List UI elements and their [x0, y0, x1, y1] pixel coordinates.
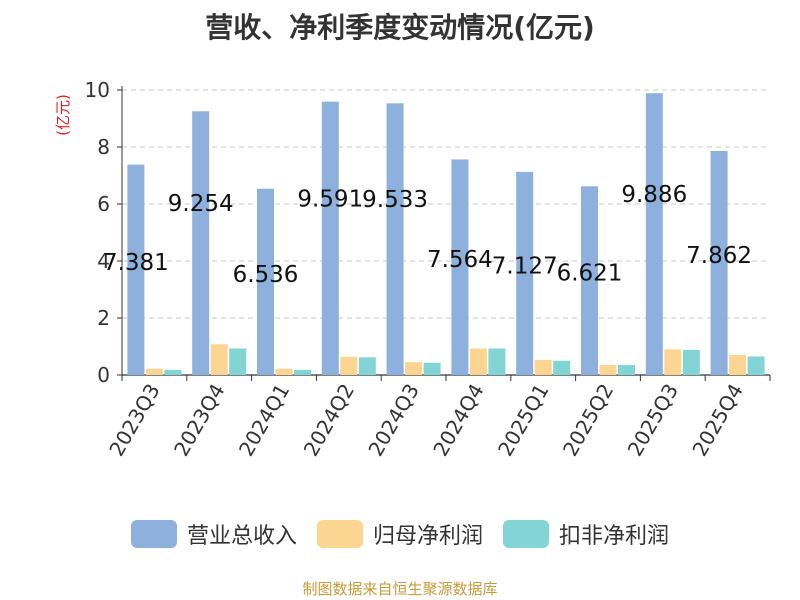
bar [358, 357, 376, 375]
bar [488, 348, 506, 375]
y-tick-label: 8 [97, 135, 110, 159]
bar [210, 344, 228, 375]
legend-label: 扣非净利润 [559, 524, 670, 549]
legend-item[interactable]: 扣非净利润 [503, 518, 669, 550]
legend-swatch [130, 520, 177, 548]
data-label: 6.536 [233, 262, 299, 288]
bar [553, 360, 571, 375]
bar [386, 103, 404, 375]
bar [275, 368, 293, 375]
data-source-note: 制图数据来自恒生聚源数据库 [302, 580, 498, 598]
x-tick-label: 2023Q4 [169, 380, 229, 461]
x-tick-label: 2024Q4 [428, 380, 488, 461]
data-label: 9.886 [621, 182, 687, 208]
bars-layer [127, 93, 765, 376]
data-label: 7.564 [427, 247, 493, 273]
legend-swatch [316, 520, 363, 548]
y-tick-label: 0 [97, 363, 110, 387]
bar [729, 355, 747, 375]
data-label: 9.533 [362, 187, 428, 213]
chart-title: 营收、净利季度变动情况(亿元) [205, 11, 595, 44]
bar [423, 362, 441, 375]
bar [164, 369, 182, 375]
y-axis-label: (亿元) [54, 94, 72, 136]
x-tick-label: 2023Q3 [104, 380, 164, 461]
x-tick-label: 2024Q1 [234, 380, 294, 461]
y-tick-label: 4 [97, 249, 110, 273]
y-tick-label: 2 [97, 306, 110, 330]
legend-label: 营业总收入 [186, 524, 297, 549]
bar [469, 348, 487, 375]
data-label: 9.591 [297, 186, 363, 212]
bar [145, 368, 163, 375]
bar [599, 365, 617, 375]
bar [451, 159, 469, 375]
bar [257, 188, 274, 375]
bar [294, 369, 311, 375]
bar [664, 349, 682, 375]
x-tick-label: 2024Q2 [299, 380, 359, 461]
bar [581, 186, 598, 375]
data-label: 7.381 [103, 250, 169, 276]
bar [516, 171, 534, 375]
data-label: 6.621 [557, 261, 623, 287]
legend-item[interactable]: 营业总收入 [130, 518, 297, 550]
x-tick-label: 2025Q1 [493, 380, 553, 461]
bar [340, 356, 358, 375]
x-tick-label: 2025Q3 [623, 380, 683, 461]
x-tick-label: 2025Q2 [558, 380, 618, 461]
bar [710, 150, 728, 375]
bar [747, 356, 765, 375]
legend-item[interactable]: 归母净利润 [316, 518, 483, 550]
bar [618, 365, 635, 375]
y-tick-label: 6 [97, 192, 110, 216]
bar [127, 164, 145, 375]
bar [321, 101, 339, 376]
data-label: 9.254 [168, 191, 234, 217]
bar [192, 111, 210, 376]
legend: 营业总收入 归母净利润 扣非净利润 [0, 518, 800, 550]
y-tick-label: 10 [85, 78, 110, 102]
bar [682, 349, 700, 375]
bar [229, 348, 247, 375]
data-label: 7.127 [492, 253, 558, 279]
bar [645, 93, 663, 376]
bar [534, 359, 552, 375]
legend-swatch [503, 520, 549, 548]
data-label: 7.862 [686, 243, 752, 269]
legend-label: 归母净利润 [372, 524, 483, 549]
bar [405, 362, 423, 375]
x-tick-label: 2024Q3 [363, 380, 423, 461]
x-tick-label: 2025Q4 [687, 380, 747, 461]
